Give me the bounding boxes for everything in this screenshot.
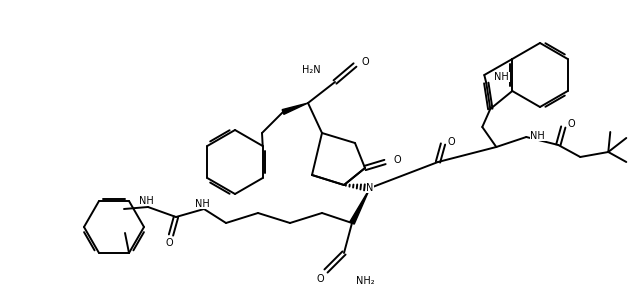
- Text: NH: NH: [139, 196, 153, 206]
- Polygon shape: [350, 188, 370, 224]
- Polygon shape: [282, 103, 308, 114]
- Text: O: O: [393, 155, 401, 165]
- Text: NH₂: NH₂: [356, 276, 375, 286]
- Text: O: O: [568, 119, 575, 129]
- Text: NH: NH: [494, 72, 509, 82]
- Text: NH: NH: [530, 131, 545, 141]
- Text: H₂N: H₂N: [302, 65, 321, 75]
- Text: N: N: [367, 183, 374, 193]
- Text: O: O: [447, 137, 455, 147]
- Text: O: O: [317, 274, 324, 284]
- Text: O: O: [165, 238, 173, 248]
- Text: O: O: [361, 57, 369, 67]
- Text: NH: NH: [195, 199, 209, 209]
